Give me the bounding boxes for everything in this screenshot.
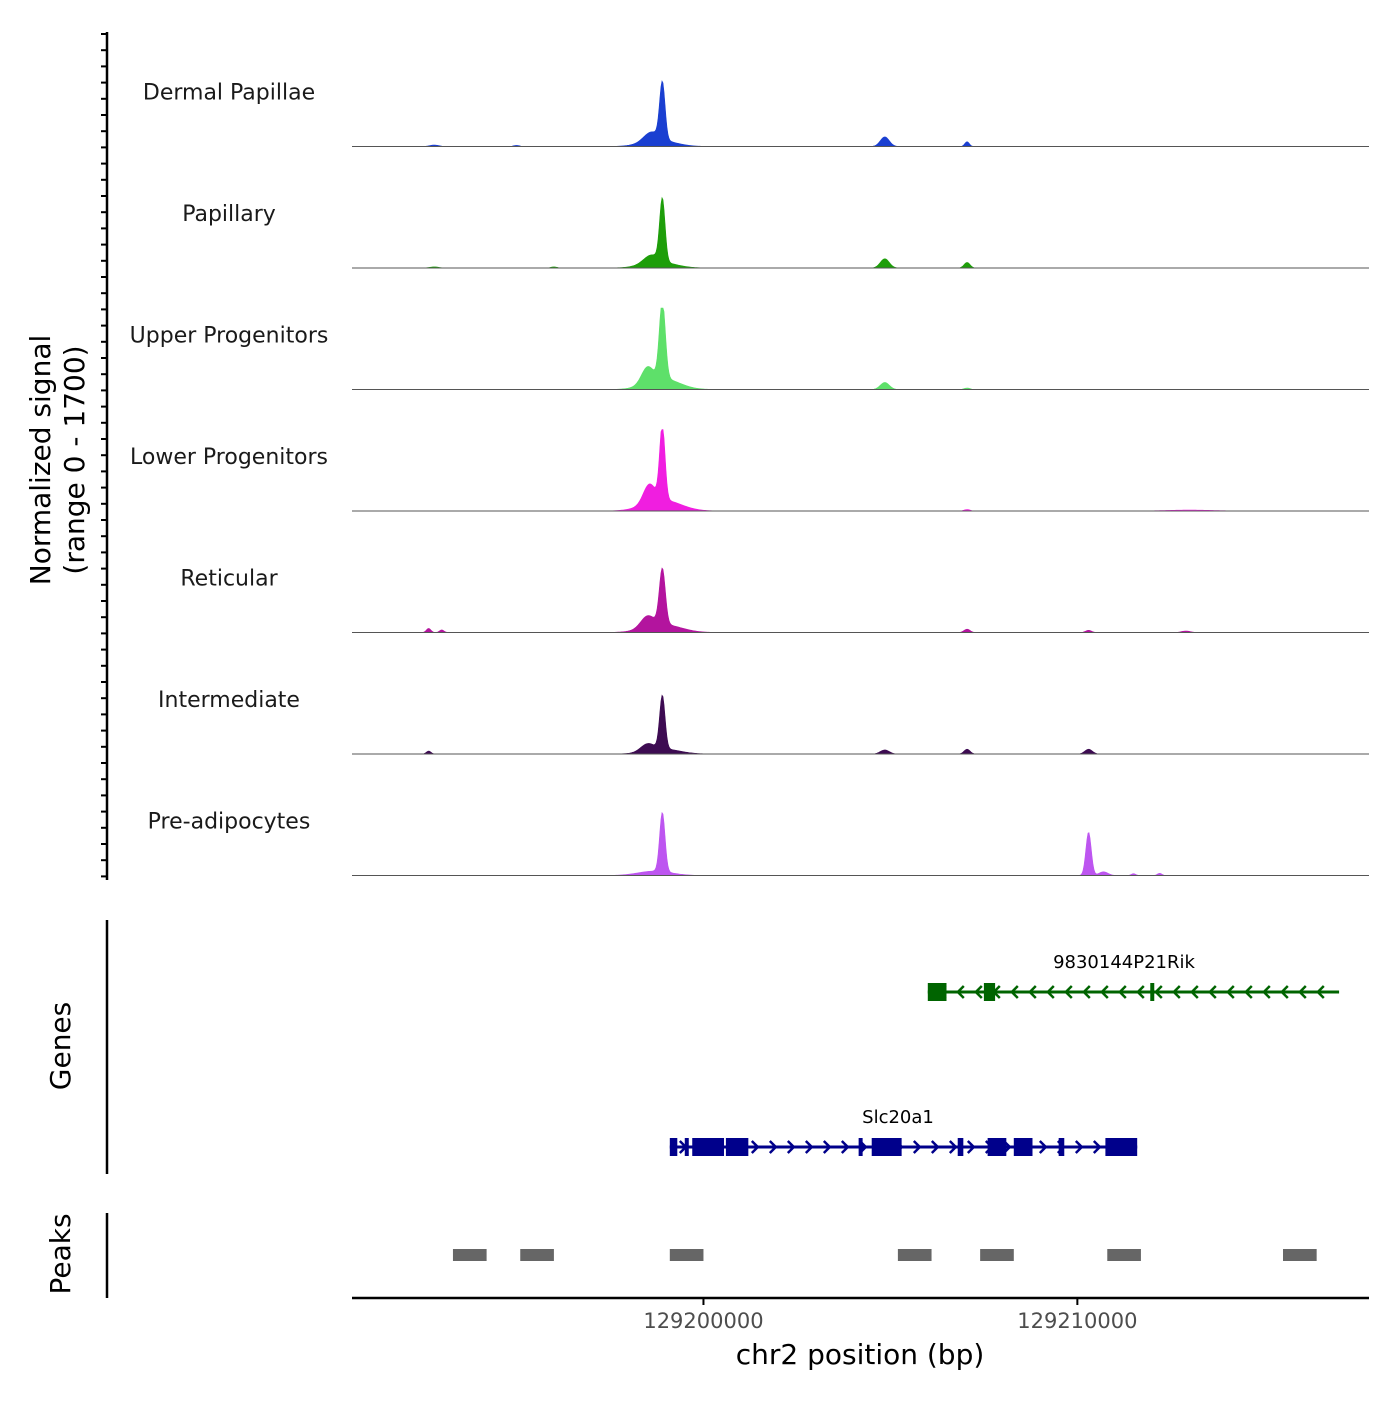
gene-strand-arrow [1046, 985, 1055, 999]
peak-regions [452, 1249, 1317, 1261]
gene-strand-arrow [1298, 985, 1307, 999]
gene-strand-arrow [1262, 985, 1271, 999]
gene-strand-arrow [1136, 985, 1145, 999]
x-axis-ticks: 129200000 129210000 [643, 1298, 1137, 1333]
gene-strand-arrow [786, 1140, 796, 1154]
gene-exon [1150, 983, 1155, 1001]
gene-exon [1013, 1138, 1033, 1156]
track-label-pre-adipocytes: Pre-adipocytes [148, 810, 311, 835]
gene-exon [1058, 1138, 1065, 1156]
gene-strand-arrow [1280, 985, 1289, 999]
gene-strand-arrow [956, 985, 965, 999]
coverage-axis-ticks [101, 33, 107, 878]
gene-label: Slc20a1 [862, 1107, 934, 1128]
gene-strand-arrow [1082, 985, 1091, 999]
coverage-area-pre-adipocytes [352, 811, 1369, 876]
gene-strand-arrow [1092, 1140, 1102, 1154]
gene-exon [684, 1138, 689, 1156]
gene-strand-arrow [966, 1140, 976, 1154]
gene-strand-arrow [974, 985, 983, 999]
gene-exon [871, 1138, 902, 1156]
gene-exon [725, 1138, 749, 1156]
gene-strand-arrow [1038, 1140, 1048, 1154]
gene-strand-arrow [912, 1140, 922, 1154]
track-label-dermal-papillae: Dermal Papillae [143, 81, 315, 106]
gene-strand-arrow [1100, 985, 1109, 999]
track-label-reticular: Reticular [180, 567, 278, 592]
track-label-papillary: Papillary [182, 202, 276, 227]
coverage-area-intermediate [352, 694, 1369, 755]
gene-strand-arrow [1028, 985, 1037, 999]
gene-strand-arrow [948, 1140, 958, 1154]
gene-exon [858, 1138, 863, 1156]
gene-strand-arrow [750, 1140, 760, 1154]
gene-strand-arrow [1064, 985, 1073, 999]
coverage-area-dermal-papillae [352, 80, 1369, 147]
gene-strand-arrow [804, 1140, 814, 1154]
peak-region [980, 1249, 1014, 1261]
gene-strand-arrow [1074, 1140, 1084, 1154]
genes-panel-title: Genes [44, 1002, 77, 1090]
gene-strand-arrow [1208, 985, 1217, 999]
track-label-intermediate: Intermediate [158, 688, 300, 713]
gene-strand-arrow [1226, 985, 1235, 999]
y-axis-title-line1: Normalized signal [24, 335, 57, 586]
gene-strand-arrow [1316, 985, 1325, 999]
coverage-tracks: Dermal Papillae Papillary Upper Progenitor… [130, 80, 1369, 876]
gene-exon [669, 1138, 678, 1156]
coverage-area-lower-progenitors [352, 429, 1369, 512]
gene-strand-arrow [1244, 985, 1253, 999]
gene-label: 9830144P21Rik [1053, 952, 1195, 973]
gene-strand-arrow [1190, 985, 1199, 999]
track-label-lower-progenitors: Lower Progenitors [130, 445, 328, 470]
gene-exon [987, 1138, 1007, 1156]
peak-region [452, 1249, 487, 1261]
gene-strand-arrow [768, 1140, 778, 1154]
gene-exon [957, 1138, 964, 1156]
gene-strand-arrow [1172, 985, 1181, 999]
peaks-panel-title: Peaks [44, 1213, 77, 1294]
coverage-area-reticular [352, 567, 1369, 633]
gene-exon [983, 983, 996, 1001]
gene-strand-arrow [930, 1140, 940, 1154]
peak-region [1283, 1249, 1317, 1261]
x-axis-title: chr2 position (bp) [736, 1338, 985, 1371]
gene-strand-arrow [822, 1140, 832, 1154]
gene-exon [927, 983, 947, 1001]
gene-exon [692, 1138, 725, 1156]
peak-region [669, 1249, 704, 1261]
gene-strand-arrow [1118, 985, 1127, 999]
gene-exon [1105, 1138, 1138, 1156]
track-label-upper-progenitors: Upper Progenitors [130, 324, 329, 349]
gene-strand-arrow [1010, 985, 1019, 999]
gene-strand-arrow [840, 1140, 850, 1154]
gene-annotations: 9830144P21Rik Slc20a1 [669, 952, 1340, 1156]
gene-strand-arrow [1154, 985, 1163, 999]
peak-region [1107, 1249, 1141, 1261]
x-tick-label: 129200000 [643, 1309, 763, 1333]
peak-region [520, 1249, 554, 1261]
coverage-area-upper-progenitors [352, 307, 1369, 390]
x-tick-label: 129210000 [1017, 1309, 1137, 1333]
peak-region [897, 1249, 932, 1261]
y-axis-title-line2: (range 0 - 1700) [58, 345, 91, 574]
coverage-area-papillary [352, 196, 1369, 269]
